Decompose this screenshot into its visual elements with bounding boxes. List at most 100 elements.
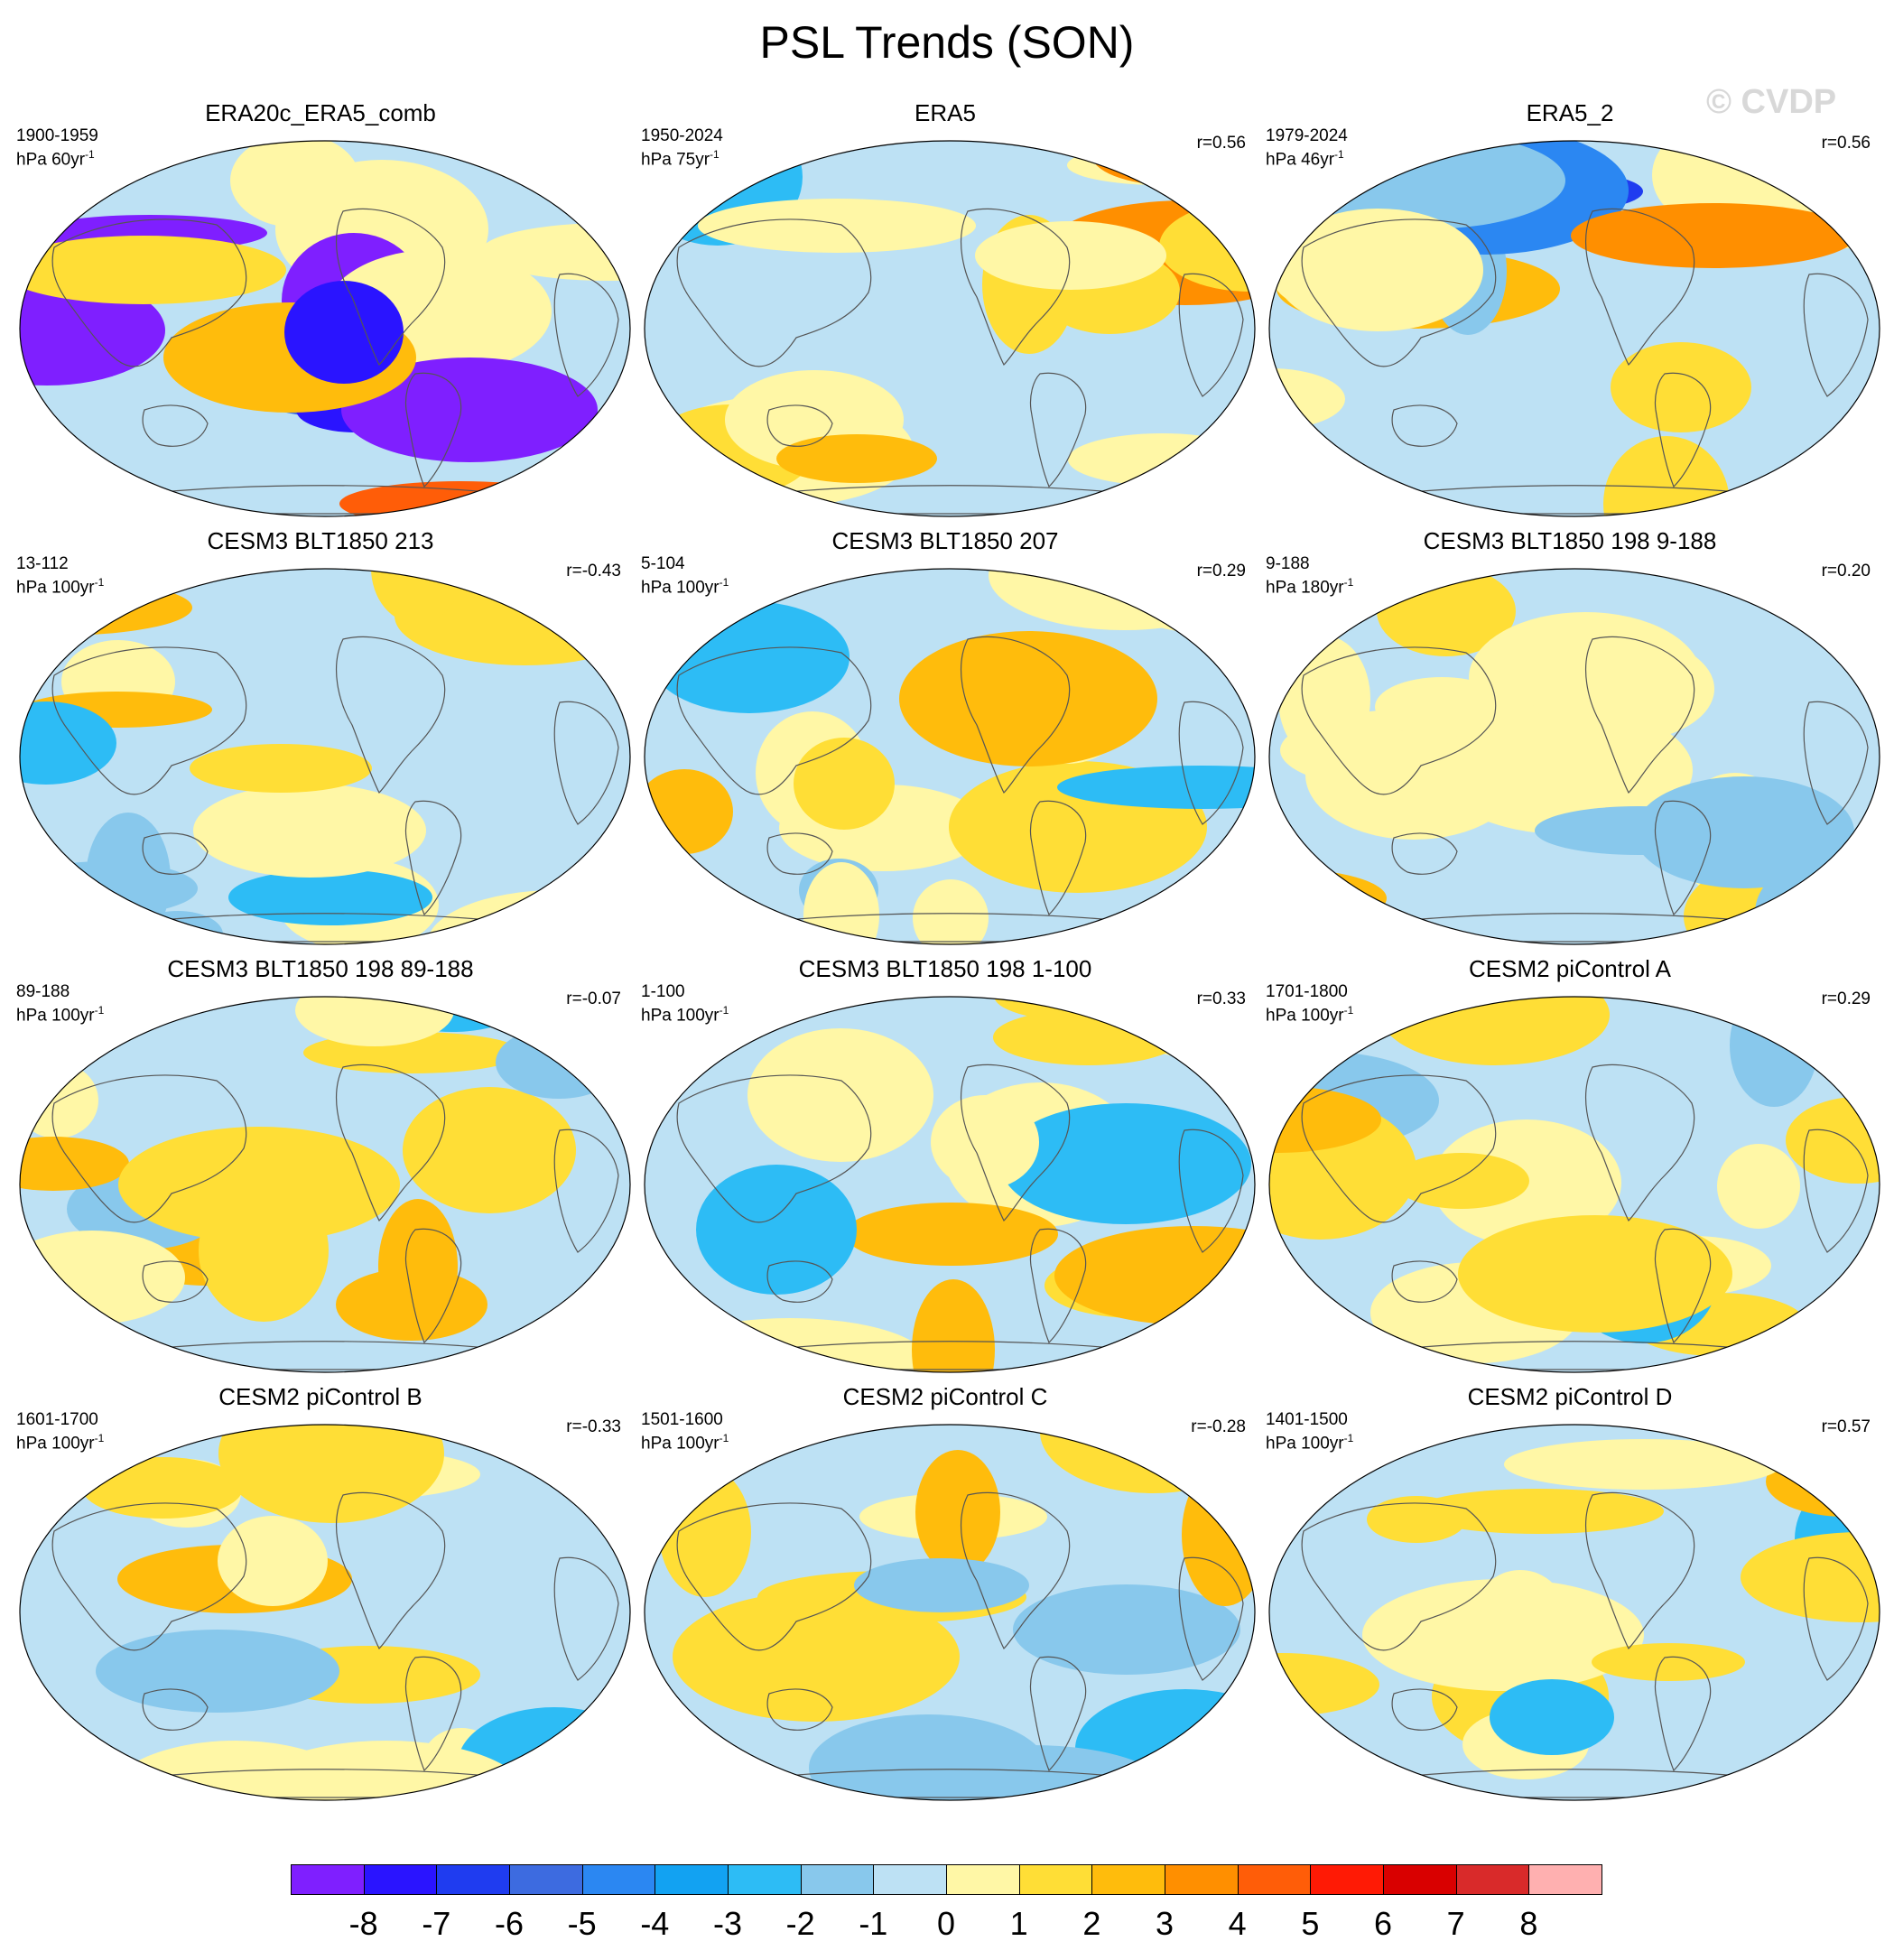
panel-units-exponent: -1 bbox=[85, 148, 95, 161]
coastline bbox=[553, 1129, 619, 1253]
coastline bbox=[1301, 1074, 1497, 1223]
panel-correlation: r=0.20 bbox=[1821, 562, 1871, 581]
world-map bbox=[19, 140, 631, 517]
trend-contour bbox=[696, 1165, 857, 1295]
colorbar-swatch bbox=[509, 1864, 583, 1895]
trend-contour bbox=[336, 1268, 487, 1341]
panel-period: 1401-1500 bbox=[1266, 1410, 1348, 1429]
panel-period: 1501-1600 bbox=[641, 1410, 723, 1429]
coastline bbox=[1803, 273, 1869, 397]
map-outline bbox=[1268, 140, 1880, 517]
coastline bbox=[766, 832, 833, 875]
coastline bbox=[1654, 1228, 1712, 1344]
map-panel: ERA20c_ERA5_comb 1900-1959 hPa 60yr-1 bbox=[9, 99, 632, 524]
panel-correlation: r=0.29 bbox=[1821, 989, 1871, 1008]
panel-title: CESM3 BLT1850 213 bbox=[207, 527, 434, 554]
coastline bbox=[960, 208, 1071, 367]
colorbar-label: 4 bbox=[1228, 1905, 1247, 1942]
trend-contour bbox=[371, 569, 463, 624]
panel-period: 1601-1700 bbox=[16, 1410, 98, 1429]
coastline bbox=[335, 208, 446, 367]
coastline bbox=[51, 218, 247, 367]
coastline bbox=[766, 1688, 833, 1731]
trend-contour bbox=[915, 1450, 1000, 1575]
trend-contour bbox=[649, 601, 850, 713]
panel-correlation: r=-0.28 bbox=[1191, 1417, 1246, 1436]
coastline bbox=[1803, 1129, 1869, 1253]
panel-units-text: hPa 100yr bbox=[16, 578, 95, 598]
trend-contour bbox=[1199, 1741, 1255, 1800]
trend-contour bbox=[190, 744, 372, 793]
coastline bbox=[1654, 372, 1712, 488]
coastline bbox=[1584, 1491, 1695, 1650]
trend-contour bbox=[1603, 436, 1730, 516]
coastline bbox=[766, 1260, 833, 1303]
panel-units-text: hPa 75yr bbox=[641, 150, 710, 170]
panel-title: ERA5_2 bbox=[1526, 99, 1614, 126]
map-panel: CESM3 BLT1850 213 13-112 hPa 100yr-1 r=-0.4… bbox=[9, 527, 632, 952]
panel-units-exponent: -1 bbox=[719, 1432, 729, 1444]
panel-units: hPa 100yr-1 bbox=[641, 576, 729, 598]
coastline bbox=[676, 1502, 872, 1651]
panel-units-exponent: -1 bbox=[94, 1432, 105, 1444]
trend-contour bbox=[20, 701, 116, 785]
panel-units-text: hPa 100yr bbox=[16, 1006, 95, 1026]
trend-contour bbox=[1068, 433, 1255, 486]
colorbar-label: -6 bbox=[494, 1905, 525, 1942]
world-map bbox=[1268, 996, 1880, 1373]
map-outline bbox=[1268, 1424, 1880, 1801]
trend-contour bbox=[1473, 1570, 1567, 1666]
colorbar-label: -2 bbox=[785, 1905, 815, 1942]
world-map bbox=[644, 568, 1256, 945]
colorbar-swatch bbox=[436, 1864, 510, 1895]
colorbar-swatch bbox=[581, 1864, 656, 1895]
panel-units: hPa 100yr-1 bbox=[16, 1432, 104, 1454]
colorbar-label: 2 bbox=[1082, 1905, 1101, 1942]
trend-contour bbox=[854, 1558, 1029, 1612]
panel-correlation: r=0.57 bbox=[1821, 1417, 1871, 1436]
map-outline bbox=[644, 140, 1256, 517]
panel-title: CESM3 BLT1850 198 1-100 bbox=[798, 955, 1092, 982]
panel-title: ERA5 bbox=[915, 99, 976, 126]
trend-contour bbox=[899, 631, 1157, 766]
panel-period: 1900-1959 bbox=[16, 126, 98, 145]
trend-contour bbox=[1067, 145, 1255, 185]
trend-contour bbox=[246, 1741, 526, 1800]
panel-correlation: r=0.33 bbox=[1196, 989, 1246, 1008]
panel-units-text: hPa 100yr bbox=[16, 1434, 95, 1454]
trend-contour bbox=[912, 1279, 995, 1372]
trend-contour bbox=[845, 1203, 1058, 1266]
trend-contour bbox=[228, 869, 432, 925]
coastline bbox=[335, 1064, 446, 1222]
coastline bbox=[1178, 1556, 1244, 1681]
panel-correlation: r=-0.43 bbox=[566, 562, 621, 581]
trend-contour bbox=[1013, 1584, 1240, 1675]
map-panel: CESM2 piControl C 1501-1600 hPa 100yr-1 r=-… bbox=[634, 1383, 1257, 1807]
panel-units: hPa 100yr-1 bbox=[1266, 1004, 1353, 1026]
coastline bbox=[1301, 218, 1497, 367]
coastline bbox=[1391, 404, 1458, 447]
map-panel: ERA5 1950-2024 hPa 75yr-1 r=0.56 bbox=[634, 99, 1257, 524]
colorbar-swatch bbox=[1237, 1864, 1312, 1895]
map-outline bbox=[1268, 996, 1880, 1373]
coastline bbox=[1584, 208, 1695, 367]
panel-units-text: hPa 46yr bbox=[1266, 150, 1335, 170]
coastline bbox=[142, 832, 209, 875]
trend-contour bbox=[913, 879, 989, 944]
trend-contour bbox=[747, 1028, 933, 1162]
panel-title: CESM3 BLT1850 207 bbox=[831, 527, 1059, 554]
colorbar-swatch bbox=[1528, 1864, 1602, 1895]
panel-title: CESM2 piControl A bbox=[1469, 955, 1671, 982]
coastline bbox=[51, 646, 247, 795]
panel-units: hPa 100yr-1 bbox=[641, 1004, 729, 1026]
colorbar-swatch bbox=[946, 1864, 1020, 1895]
world-map bbox=[644, 996, 1256, 1373]
panel-period: 1-100 bbox=[641, 982, 685, 1001]
coastline bbox=[335, 1491, 446, 1650]
panel-correlation: r=0.56 bbox=[1821, 134, 1871, 153]
coastline bbox=[1391, 832, 1458, 875]
trend-contour bbox=[1054, 1226, 1255, 1325]
world-map bbox=[1268, 568, 1880, 945]
trend-contour bbox=[698, 199, 976, 253]
coastline bbox=[142, 1688, 209, 1731]
